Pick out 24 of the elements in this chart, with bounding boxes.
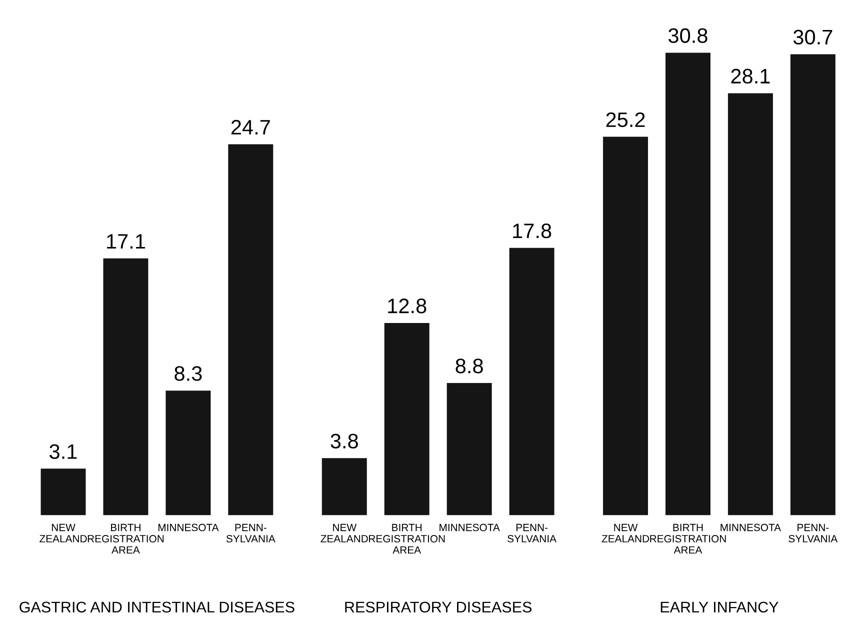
x-tick-label: PENN- SYLVANIA — [226, 524, 276, 542]
x-tick-label: NEW ZEALAND — [602, 524, 650, 542]
text: GASTRIC AND INTESTINAL DISEASES — [20, 602, 294, 613]
x-tick-label: PENN- SYLVANIA — [508, 524, 556, 542]
text: EARLY INFANCY — [660, 602, 778, 613]
data-label: 24.7 — [231, 120, 270, 134]
data-label: 25.2 — [606, 112, 645, 128]
data-label: 30.7 — [793, 30, 832, 45]
text: RESPIRATORY DISEASES — [345, 602, 532, 613]
data-label: 8.3 — [174, 366, 202, 381]
data-label: 17.1 — [107, 234, 145, 249]
data-label: 30.8 — [668, 28, 708, 44]
x-tick-label: MINNESOTA — [158, 524, 219, 532]
data-label: 8.8 — [456, 358, 483, 374]
x-tick-label: MINNESOTA — [720, 524, 782, 532]
x-tick-label: NEW ZEALAND — [320, 524, 368, 542]
x-tick-label: MINNESOTA — [440, 524, 500, 532]
data-label: 17.8 — [513, 223, 552, 238]
x-tick-label: PENN- SYLVANIA — [788, 524, 838, 542]
x-tick-label: NEW ZEALAND — [40, 524, 87, 542]
data-label: 3.8 — [330, 434, 358, 448]
data-label: 12.8 — [388, 298, 426, 314]
data-label: 28.1 — [731, 68, 770, 84]
data-label: 3.1 — [50, 444, 77, 459]
